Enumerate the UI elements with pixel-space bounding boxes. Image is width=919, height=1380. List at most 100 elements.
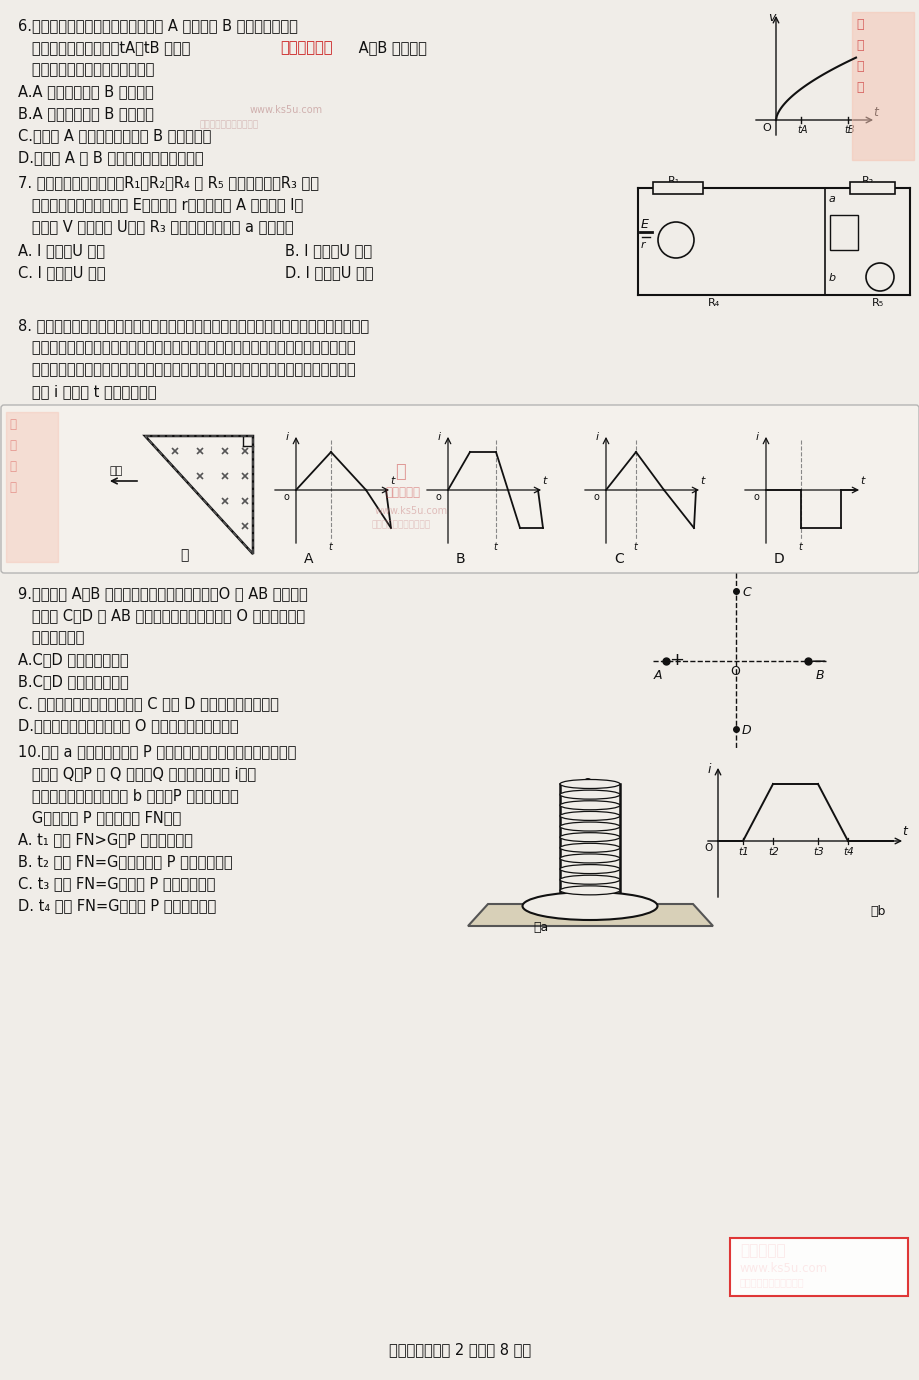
- Text: 螺线管 Q，P 和 Q 共轴，Q 中通有变化电流 i，电: 螺线管 Q，P 和 Q 共轴，Q 中通有变化电流 i，电: [18, 766, 255, 781]
- Text: A: A: [303, 552, 313, 566]
- Text: 高考资源网: 高考资源网: [739, 1243, 785, 1259]
- Text: 说法正确的是: 说法正确的是: [18, 631, 85, 644]
- Text: B. t₂ 时刻 FN=G，此时穿过 P 的磁通量最大: B. t₂ 时刻 FN=G，此时穿过 P 的磁通量最大: [18, 854, 233, 869]
- Text: tB: tB: [843, 126, 854, 135]
- Text: 9.在真空中 A、B 两点分别放置等量异种电荷，O 为 AB 连线的中: 9.在真空中 A、B 两点分别放置等量异种电荷，O 为 AB 连线的中: [18, 586, 308, 602]
- Text: V: V: [668, 233, 678, 247]
- Text: t1: t1: [737, 847, 748, 857]
- Text: www.ks5u.com: www.ks5u.com: [739, 1261, 827, 1275]
- Text: 磁场仅限于虚线边界所围的区域内，该区域的形状与金属框完全相同，且金属框的下: 磁场仅限于虚线边界所围的区域内，该区域的形状与金属框完全相同，且金属框的下: [18, 339, 356, 355]
- Text: t: t: [901, 825, 906, 838]
- Bar: [729, 1238, 907, 1296]
- Ellipse shape: [560, 854, 619, 862]
- Bar: [849, 182, 894, 195]
- Text: 图b: 图b: [869, 905, 884, 918]
- Text: B: B: [456, 552, 465, 566]
- Text: D. t₄ 时刻 FN=G，此时 P 中有感应电流: D. t₄ 时刻 FN=G，此时 P 中有感应电流: [18, 898, 216, 914]
- Text: 流随时间变化的规律如图 b 所示，P 所受的重力为: 流随时间变化的规律如图 b 所示，P 所受的重力为: [18, 788, 239, 803]
- Text: D. I 变小，U 变小: D. I 变小，U 变小: [285, 265, 373, 280]
- Text: Q: Q: [582, 776, 591, 789]
- Text: C: C: [613, 552, 623, 566]
- Text: +: +: [668, 651, 683, 669]
- Text: G，桌面对 P 的支持力为 FN，则: G，桌面对 P 的支持力为 FN，则: [18, 810, 181, 825]
- Text: 变化的图象如图所示，tA、tB 分别是: 变化的图象如图所示，tA、tB 分别是: [18, 40, 190, 55]
- Text: 高考资源网: 高考资源网: [384, 486, 420, 500]
- Circle shape: [865, 264, 893, 291]
- Text: i: i: [596, 432, 598, 442]
- Ellipse shape: [560, 865, 619, 874]
- Text: t: t: [859, 476, 864, 486]
- Text: A.A 点的场强大于 B 点的场强: A.A 点的场强大于 B 点的场强: [18, 84, 153, 99]
- Ellipse shape: [560, 843, 619, 853]
- Text: o: o: [754, 493, 759, 502]
- Text: t: t: [390, 476, 394, 486]
- Circle shape: [657, 222, 693, 258]
- Text: 匀速: 匀速: [110, 466, 123, 476]
- Text: t2: t2: [767, 847, 777, 857]
- Ellipse shape: [560, 811, 619, 820]
- Text: o: o: [284, 493, 289, 502]
- Text: t3: t3: [812, 847, 823, 857]
- Text: v: v: [767, 11, 775, 23]
- Text: 应的时刻，则下列说法正确的是: 应的时刻，则下列说法正确的是: [18, 62, 154, 77]
- Text: 点，点 C、D 在 AB 连线的中垂线上，且关于 O 点对称，下列: 点，点 C、D 在 AB 连线的中垂线上，且关于 O 点对称，下列: [18, 609, 305, 622]
- Text: 边与磁场区域的下边在一直线上。取顺时针方向为电流的正方向，则金属框中的感应: 边与磁场区域的下边在一直线上。取顺时针方向为电流的正方向，则金属框中的感应: [18, 362, 356, 377]
- Text: 变电阻，电源的电动势为 E，内阻为 r。设电流表 A 的读数为 I，: 变电阻，电源的电动势为 E，内阻为 r。设电流表 A 的读数为 I，: [18, 197, 303, 213]
- Text: 带电粒子到达: 带电粒子到达: [279, 40, 332, 55]
- Bar: [6, 413, 58, 562]
- Text: D.将一正电荷从无穷远移到 O 点，电荷的电势能增加: D.将一正电荷从无穷远移到 O 点，电荷的电势能增加: [18, 718, 238, 733]
- Text: 高二物理试题第 2 页（共 8 页）: 高二物理试题第 2 页（共 8 页）: [389, 1341, 530, 1357]
- Bar: [851, 12, 913, 160]
- Bar: [829, 215, 857, 250]
- Text: 7. 在如图所示的电路中，R₁、R₂、R₄ 和 R₅ 为定值电阻，R₃ 为可: 7. 在如图所示的电路中，R₁、R₂、R₄ 和 R₅ 为定值电阻，R₃ 为可: [18, 175, 319, 190]
- Text: 高考答题解析辅导教出版: 高考答题解析辅导教出版: [739, 1276, 804, 1288]
- Text: R₅: R₅: [871, 298, 883, 308]
- Text: C. I 变小，U 变大: C. I 变小，U 变大: [18, 265, 106, 280]
- Text: 甲: 甲: [180, 548, 188, 562]
- Text: b: b: [828, 273, 835, 283]
- Text: t: t: [493, 542, 496, 552]
- Text: 6.一带电粒子仅在电场力作用下，从 A 点运动到 B 点，速度随时间: 6.一带电粒子仅在电场力作用下，从 A 点运动到 B 点，速度随时间: [18, 18, 298, 33]
- Text: t: t: [541, 476, 546, 486]
- Text: t4: t4: [842, 847, 853, 857]
- Text: 图a: 图a: [532, 920, 548, 934]
- Text: A: A: [653, 669, 662, 682]
- Text: B. I 变大，U 变大: B. I 变大，U 变大: [285, 243, 371, 258]
- Text: 高考答题解析辅导教出版: 高考答题解析辅导教出版: [199, 120, 259, 128]
- Ellipse shape: [560, 886, 619, 894]
- Text: O: O: [703, 843, 711, 853]
- Text: 10.如图 a 所示，圆形线圈 P 静止在水平桌面上，其正上方固定一: 10.如图 a 所示，圆形线圈 P 静止在水平桌面上，其正上方固定一: [18, 744, 296, 759]
- Text: A. I 变大，U 变小: A. I 变大，U 变小: [18, 243, 105, 258]
- FancyBboxPatch shape: [1, 404, 918, 573]
- Text: t: t: [632, 542, 636, 552]
- Ellipse shape: [560, 780, 619, 788]
- Text: 高考答题解析辅导教出版: 高考答题解析辅导教出版: [371, 520, 431, 529]
- Text: O: O: [761, 123, 770, 132]
- Text: i: i: [708, 763, 710, 776]
- Text: D.粒子从 A 到 B 的过程中，电场力做正功: D.粒子从 A 到 B 的过程中，电场力做正功: [18, 150, 203, 166]
- Text: C: C: [742, 586, 750, 599]
- Text: t: t: [872, 106, 877, 119]
- Text: A: A: [872, 270, 880, 283]
- Bar: [652, 182, 702, 195]
- Text: P: P: [583, 909, 590, 923]
- Text: i: i: [437, 432, 440, 442]
- Text: tA: tA: [796, 126, 807, 135]
- Text: t: t: [699, 476, 704, 486]
- Text: o: o: [436, 493, 441, 502]
- Ellipse shape: [560, 800, 619, 810]
- Text: R₁: R₁: [667, 177, 679, 186]
- Text: www.ks5u.com: www.ks5u.com: [250, 105, 323, 115]
- Text: t: t: [797, 542, 801, 552]
- Text: 图
解
答
题: 图 解 答 题: [855, 18, 863, 94]
- Text: i: i: [755, 432, 758, 442]
- Text: 电流 i 随时间 t 变化的图像是: 电流 i 随时间 t 变化的图像是: [18, 384, 156, 399]
- Text: A. t₁ 时刻 FN>G，P 有收缩的趋势: A. t₁ 时刻 FN>G，P 有收缩的趋势: [18, 832, 193, 847]
- Text: C. 将一负检验电荷沿中垂线从 C 移到 D 电场力先增大后减小: C. 将一负检验电荷沿中垂线从 C 移到 D 电场力先增大后减小: [18, 696, 278, 711]
- Text: 8. 如图甲所示，一直角三角形金属框，向左匀速地穿过方向垂直于纸面向里的匀强磁场，: 8. 如图甲所示，一直角三角形金属框，向左匀速地穿过方向垂直于纸面向里的匀强磁场…: [18, 317, 369, 333]
- Text: 图: 图: [394, 464, 405, 482]
- Text: t: t: [328, 542, 332, 552]
- Polygon shape: [468, 904, 712, 926]
- Text: 图
解
答
题: 图 解 答 题: [9, 418, 16, 494]
- Text: B: B: [815, 669, 823, 682]
